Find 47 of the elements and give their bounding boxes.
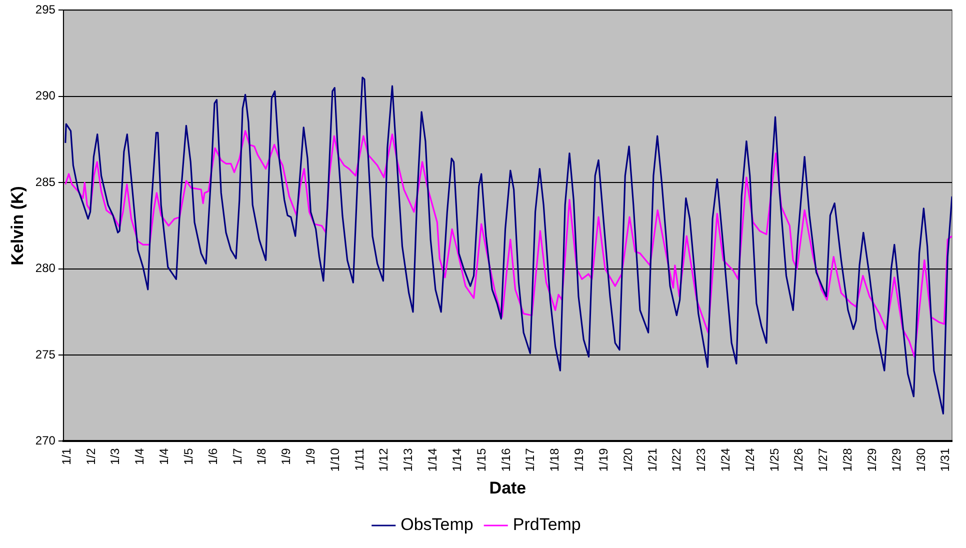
x-tick-label: 1/9 [304, 448, 318, 465]
x-tick-label: 1/1 [59, 448, 74, 465]
y-tick-label: 270 [35, 434, 56, 448]
x-tick-label: 1/30 [914, 448, 928, 472]
x-tick-label: 1/5 [181, 448, 196, 465]
y-tick-label: 295 [35, 2, 56, 17]
x-tick-label: 1/29 [864, 448, 879, 472]
x-tick-label: 1/25 [767, 448, 782, 472]
x-tick-label: 1/9 [279, 448, 294, 465]
y-tick-label: 275 [35, 347, 56, 362]
legend-label: PrdTemp [512, 515, 581, 534]
x-tick-label: 1/24 [718, 448, 733, 472]
x-tick-label: 1/7 [230, 448, 244, 465]
x-tick-label: 1/14 [426, 448, 440, 472]
x-tick-label: 1/19 [572, 448, 586, 472]
x-tick-label: 1/6 [206, 448, 220, 465]
x-tick-label: 1/31 [938, 448, 952, 472]
y-axis-title: Kelvin (K) [8, 186, 27, 266]
y-tick-label: 280 [35, 261, 56, 276]
x-tick-label: 1/27 [816, 448, 830, 472]
x-tick-label: 1/3 [108, 448, 122, 465]
x-tick-label: 1/14 [450, 448, 464, 472]
x-tick-label: 1/8 [254, 448, 269, 465]
x-tick-label: 1/29 [889, 448, 904, 472]
y-tick-label: 290 [35, 88, 56, 103]
legend-label: ObsTemp [400, 515, 474, 534]
x-tick-label: 1/18 [548, 448, 562, 472]
x-tick-label: 1/20 [620, 448, 635, 472]
x-tick-label: 1/23 [694, 448, 708, 472]
x-tick-label: 1/11 [352, 448, 366, 471]
x-tick-label: 1/26 [792, 448, 806, 472]
x-tick-label: 1/4 [132, 448, 147, 465]
x-tick-label: 1/28 [840, 448, 855, 472]
x-tick-label: 1/24 [742, 448, 757, 472]
x-tick-label: 1/19 [596, 448, 610, 472]
x-tick-label: 1/13 [401, 448, 416, 472]
x-axis-title: Date [489, 478, 526, 498]
x-tick-label: 1/22 [670, 448, 684, 472]
x-tick-label: 1/21 [645, 448, 660, 472]
x-tick-label: 1/2 [84, 448, 98, 465]
x-tick-label: 1/16 [498, 448, 513, 472]
x-tick-label: 1/12 [376, 448, 391, 472]
x-tick-label: 1/4 [157, 448, 172, 465]
y-tick-label: 285 [35, 174, 56, 189]
x-tick-label: 1/10 [328, 448, 342, 472]
x-tick-label: 1/17 [523, 448, 538, 472]
x-tick-label: 1/15 [474, 448, 488, 472]
